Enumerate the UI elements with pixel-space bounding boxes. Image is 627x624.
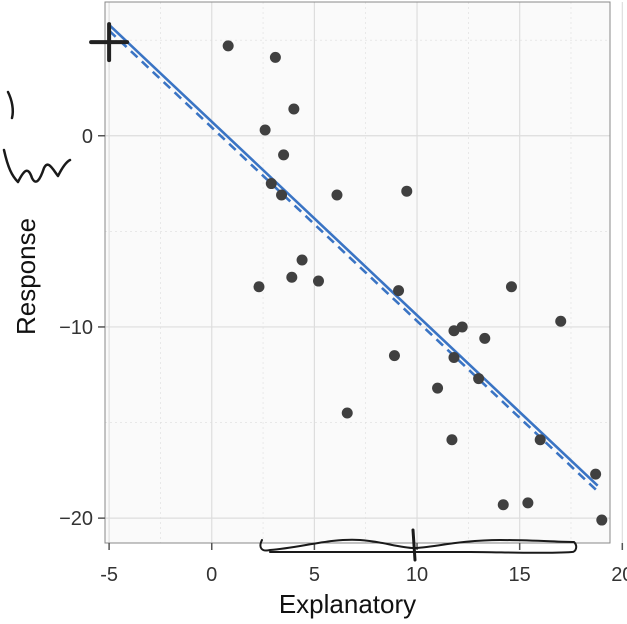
data-point — [534, 434, 546, 446]
handwritten-scribble-top-left — [6, 90, 15, 120]
data-point — [265, 178, 277, 190]
fit-line-dashed — [108, 29, 599, 493]
data-point — [276, 189, 288, 201]
data-point — [401, 185, 413, 197]
data-point — [222, 40, 234, 52]
data-point — [448, 325, 460, 337]
grid — [105, 2, 623, 543]
data-point — [288, 103, 300, 115]
y-tick-label: 0 — [82, 126, 93, 148]
x-tick-label: 20 — [611, 564, 627, 586]
data-point — [331, 189, 343, 201]
data-point — [312, 275, 324, 287]
highlight-plus-marker — [89, 22, 130, 63]
y-tick-label: −20 — [59, 508, 93, 530]
x-tick-label: 5 — [309, 564, 320, 586]
data-point — [278, 149, 290, 161]
data-point — [341, 407, 353, 419]
x-tick-label: 15 — [509, 564, 531, 586]
handwritten-brace-bottom — [259, 538, 578, 554]
x-tick-label: 0 — [206, 564, 217, 586]
handwritten-scribble-left — [2, 148, 72, 184]
data-point — [596, 514, 608, 526]
data-point — [473, 373, 485, 385]
data-point — [505, 281, 517, 293]
data-point — [388, 350, 400, 362]
data-point — [259, 124, 271, 136]
data-point — [446, 434, 458, 446]
x-axis-title: Explanatory — [279, 589, 416, 619]
data-point — [253, 281, 265, 293]
data-point — [296, 254, 308, 266]
data-point — [286, 271, 298, 283]
fit-lines — [108, 23, 599, 493]
fit-line-solid — [108, 23, 599, 487]
data-point — [448, 352, 460, 364]
data-point — [497, 499, 509, 511]
data-point — [269, 51, 281, 63]
data-point — [393, 285, 405, 297]
data-point — [456, 321, 468, 333]
data-point — [590, 468, 602, 480]
data-points — [89, 22, 608, 526]
data-point — [522, 497, 534, 509]
x-tick-label: 10 — [406, 564, 428, 586]
handwritten-annotations — [2, 90, 578, 562]
x-tick-label: -5 — [100, 564, 118, 586]
plot-panel — [104, 1, 611, 544]
data-point — [555, 315, 567, 327]
y-axis-title: Response — [11, 218, 41, 335]
handwritten-brace-tick — [411, 528, 417, 562]
data-point — [432, 382, 444, 394]
data-point — [479, 332, 491, 344]
y-tick-label: −10 — [59, 317, 93, 339]
plot-background — [105, 2, 610, 543]
